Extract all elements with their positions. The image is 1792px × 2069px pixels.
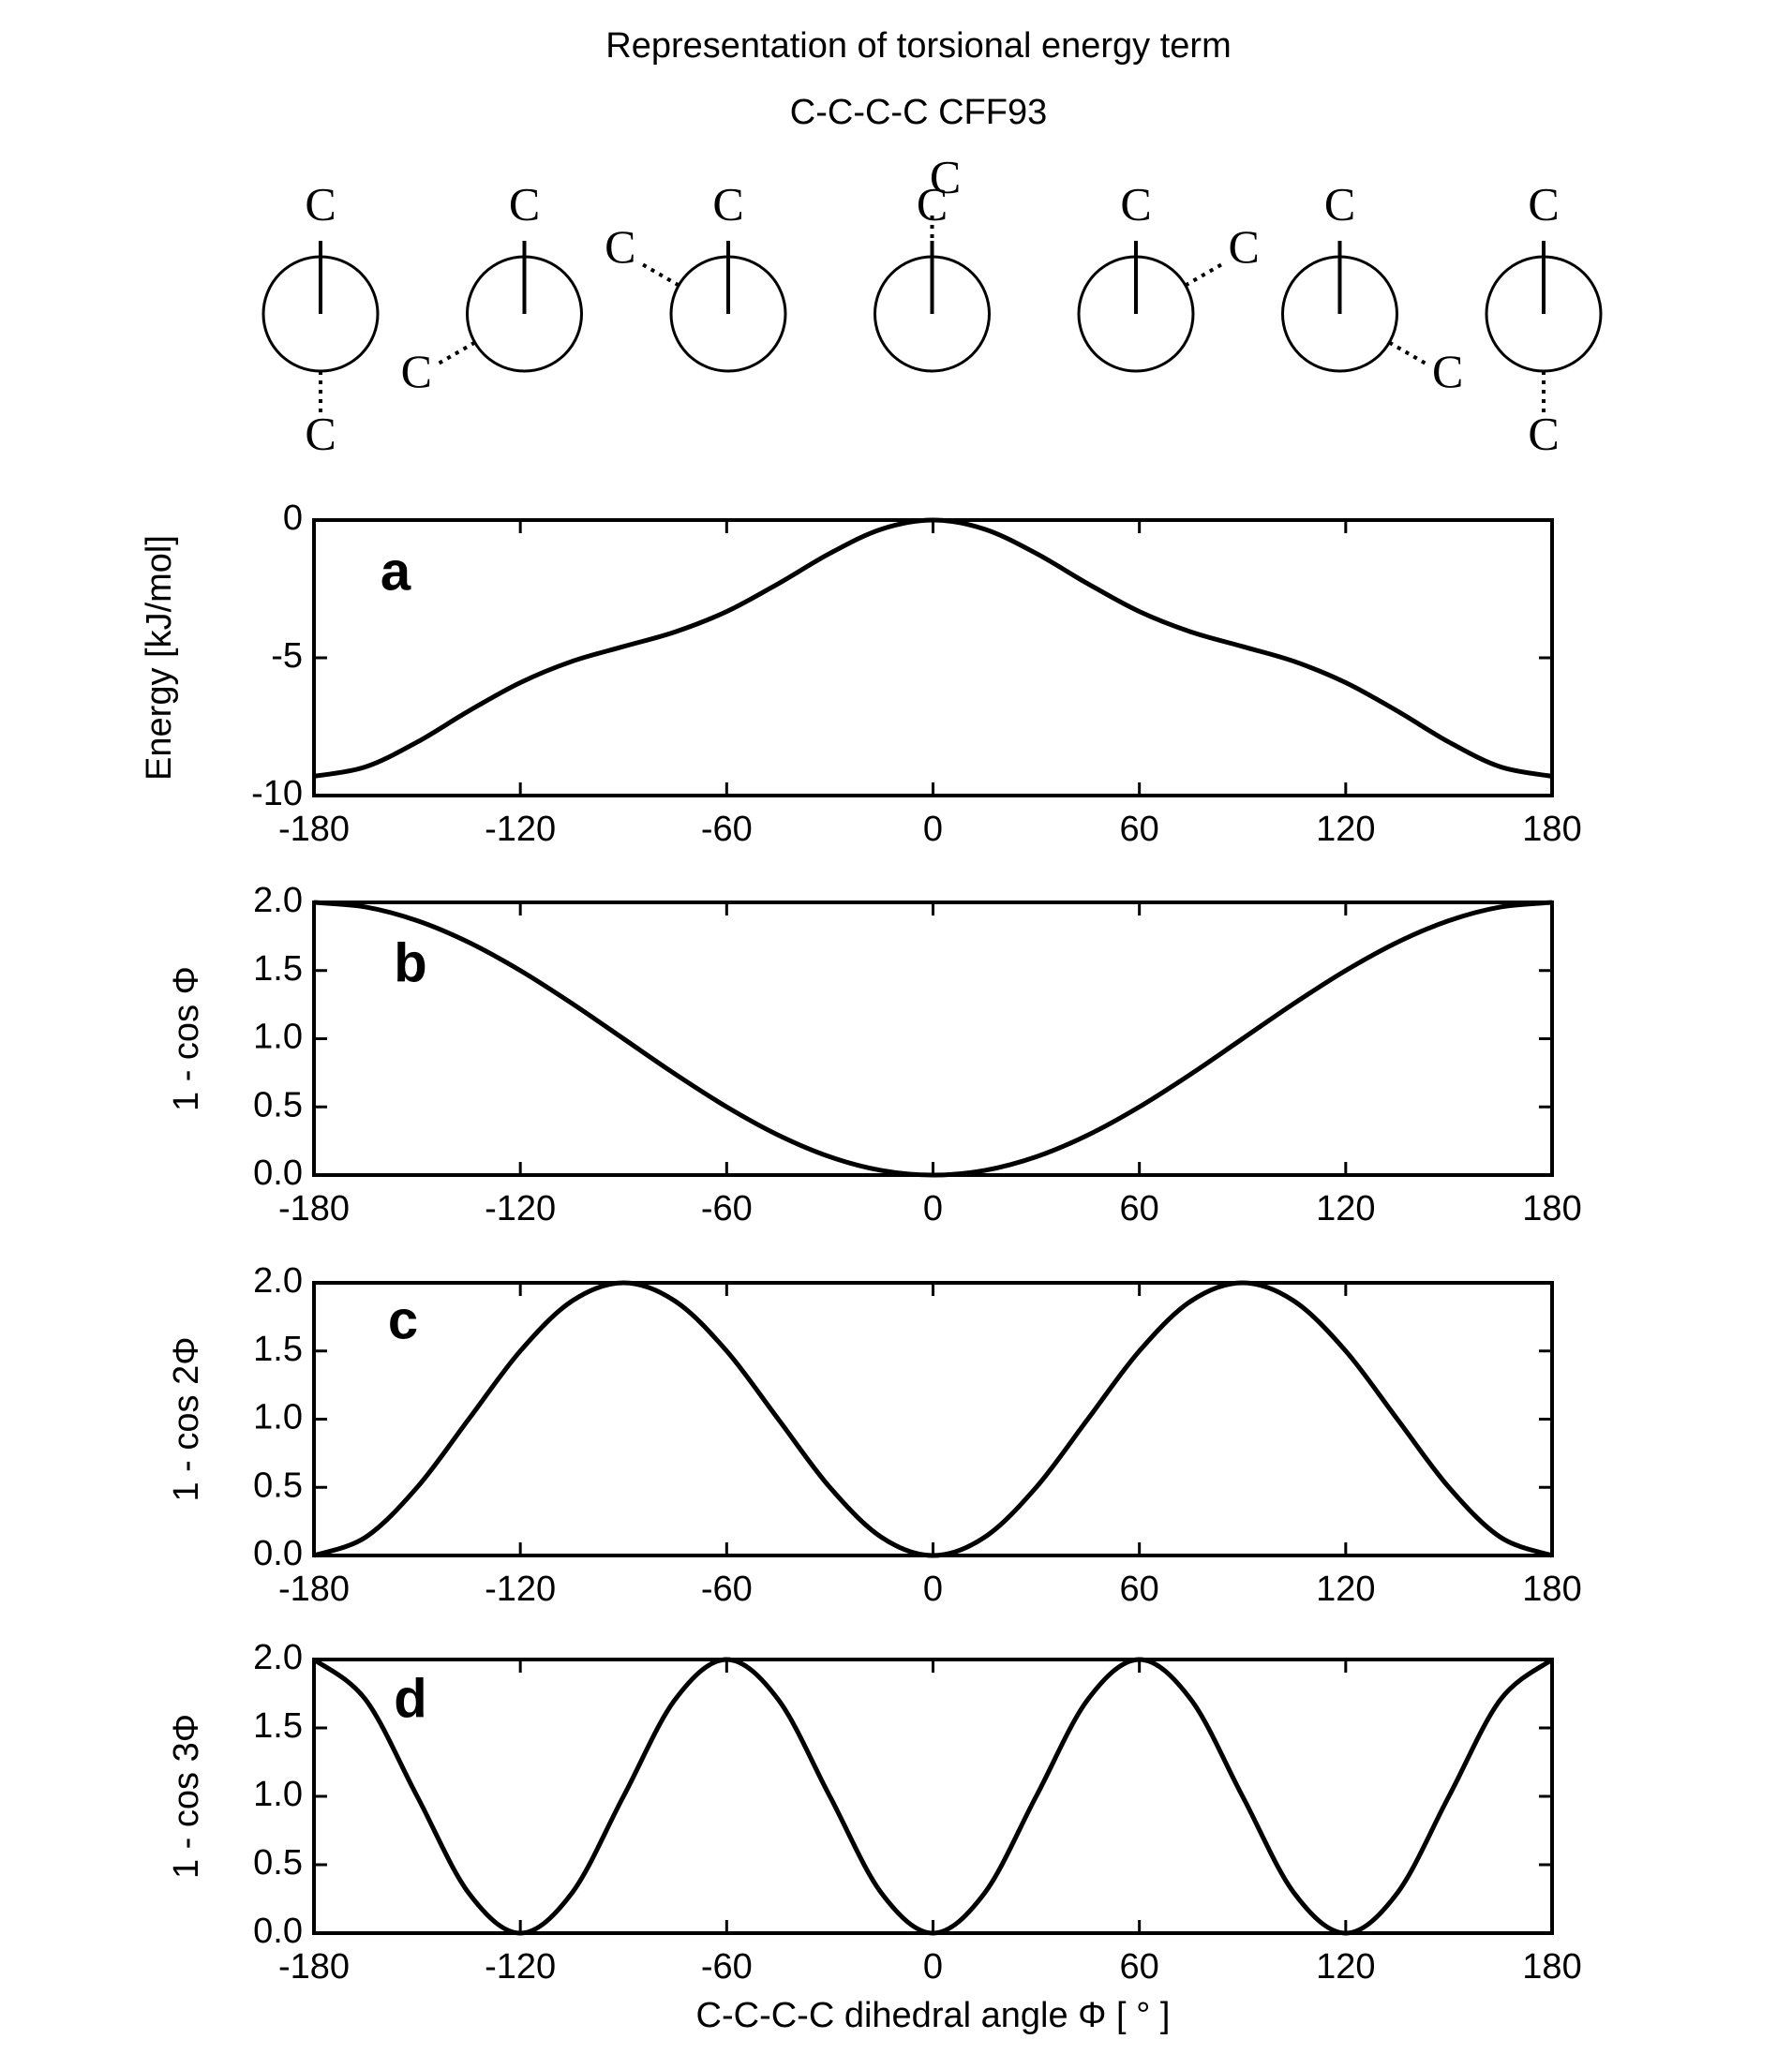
y-tick-label: 0.0 bbox=[253, 1154, 303, 1193]
x-tick-label: 60 bbox=[1120, 1570, 1159, 1609]
x-tick-label: 180 bbox=[1522, 1570, 1581, 1609]
x-tick-label: 60 bbox=[1120, 1947, 1159, 1987]
back-bond bbox=[1184, 262, 1223, 288]
front-atom: C bbox=[1324, 177, 1355, 230]
x-tick-label: -120 bbox=[485, 1570, 556, 1609]
back-atom: C bbox=[605, 220, 635, 273]
x-tick-label: 0 bbox=[923, 1570, 943, 1609]
y-tick-label: 0.5 bbox=[253, 1085, 303, 1124]
back-atom: C bbox=[305, 407, 336, 459]
plot-frame bbox=[312, 1281, 1554, 1557]
curve bbox=[313, 1280, 1553, 1558]
x-tick-label: 180 bbox=[1522, 1189, 1581, 1228]
x-tick-label: 60 bbox=[1120, 810, 1159, 849]
y-axis-label: 1 - cos Φ bbox=[167, 966, 206, 1111]
figure-subtitle: C-C-C-C CFF93 bbox=[790, 93, 1047, 132]
y-tick-label: 0.5 bbox=[253, 1466, 303, 1505]
back-atom: C bbox=[401, 345, 432, 397]
y-tick-label: 2.0 bbox=[253, 881, 303, 920]
x-tick-label: 0 bbox=[923, 810, 943, 849]
back-atom: C bbox=[930, 150, 961, 202]
y-tick-label: -10 bbox=[251, 774, 303, 813]
x-tick-label: -60 bbox=[701, 1947, 753, 1987]
plot-frame bbox=[312, 518, 1554, 797]
y-tick-label: 1.5 bbox=[253, 1330, 303, 1369]
y-axis-label: 1 - cos 3Φ bbox=[167, 1714, 206, 1879]
x-tick-label: -60 bbox=[701, 1570, 753, 1609]
y-tick-label: 1.0 bbox=[253, 1018, 303, 1057]
plot-frame bbox=[312, 1658, 1554, 1935]
x-tick-label: -180 bbox=[278, 1189, 350, 1228]
y-tick-label: 0.0 bbox=[253, 1912, 303, 1951]
back-bond bbox=[641, 262, 680, 288]
y-tick-label: -5 bbox=[271, 636, 303, 676]
y-tick-label: 1.0 bbox=[253, 1398, 303, 1437]
x-tick-label: 120 bbox=[1316, 1189, 1375, 1228]
x-tick-label: -120 bbox=[485, 810, 556, 849]
x-tick-label: -60 bbox=[701, 1189, 753, 1228]
panel-label: b bbox=[394, 932, 426, 993]
x-tick-label: 120 bbox=[1316, 1947, 1375, 1987]
front-atom: C bbox=[305, 177, 336, 230]
back-atom: C bbox=[1229, 220, 1260, 273]
back-bond bbox=[1388, 340, 1427, 365]
y-tick-label: 1.0 bbox=[253, 1775, 303, 1814]
curve bbox=[313, 900, 1553, 1178]
y-tick-label: 0.5 bbox=[253, 1843, 303, 1883]
x-tick-label: -120 bbox=[485, 1947, 556, 1987]
front-atom: C bbox=[509, 177, 540, 230]
back-bond bbox=[437, 340, 476, 365]
figure-title: Representation of torsional energy term bbox=[605, 26, 1231, 66]
y-tick-label: 0.0 bbox=[253, 1534, 303, 1573]
panel-label: c bbox=[388, 1289, 418, 1350]
panel-label: a bbox=[381, 541, 411, 602]
x-tick-label: -60 bbox=[701, 810, 753, 849]
front-atom: C bbox=[917, 177, 948, 230]
x-tick-label: -120 bbox=[485, 1189, 556, 1228]
x-tick-label: 120 bbox=[1316, 1570, 1375, 1609]
back-atom: C bbox=[1432, 345, 1463, 397]
x-tick-label: 60 bbox=[1120, 1189, 1159, 1228]
curve bbox=[313, 517, 1553, 779]
y-tick-label: 2.0 bbox=[253, 1638, 303, 1677]
plot-frame bbox=[312, 901, 1554, 1177]
panel-label: d bbox=[394, 1668, 426, 1729]
x-tick-label: 0 bbox=[923, 1189, 943, 1228]
front-atom: C bbox=[1120, 177, 1151, 230]
y-tick-label: 1.5 bbox=[253, 949, 303, 989]
y-tick-label: 2.0 bbox=[253, 1261, 303, 1301]
x-tick-label: 180 bbox=[1522, 810, 1581, 849]
front-atom: C bbox=[1528, 177, 1559, 230]
x-tick-label: 180 bbox=[1522, 1947, 1581, 1987]
y-tick-label: 1.5 bbox=[253, 1706, 303, 1746]
x-tick-label: 0 bbox=[923, 1947, 943, 1987]
x-tick-label: -180 bbox=[278, 810, 350, 849]
back-atom: C bbox=[1528, 407, 1559, 459]
y-axis-label: Energy [kJ/mol] bbox=[140, 535, 179, 781]
x-tick-label: 120 bbox=[1316, 810, 1375, 849]
x-tick-label: -180 bbox=[278, 1947, 350, 1987]
y-axis-label: 1 - cos 2Φ bbox=[167, 1336, 206, 1501]
curve bbox=[312, 1657, 1554, 1936]
y-tick-label: 0 bbox=[283, 499, 303, 538]
x-tick-label: -180 bbox=[278, 1570, 350, 1609]
x-axis-label: C-C-C-C dihedral angle Φ [ ° ] bbox=[696, 1996, 1171, 2035]
front-atom: C bbox=[712, 177, 743, 230]
